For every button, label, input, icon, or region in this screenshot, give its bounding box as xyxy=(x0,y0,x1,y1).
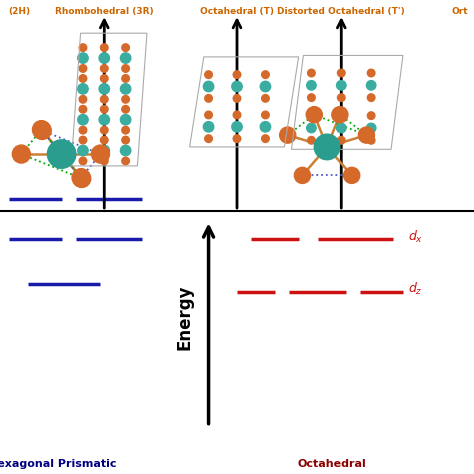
Circle shape xyxy=(314,134,340,160)
Circle shape xyxy=(12,145,30,163)
Circle shape xyxy=(367,137,375,144)
Circle shape xyxy=(122,65,129,72)
Text: $d_{z}$: $d_{z}$ xyxy=(408,281,422,297)
Circle shape xyxy=(47,140,76,168)
Circle shape xyxy=(120,53,131,64)
Text: Octahedral (T): Octahedral (T) xyxy=(200,7,274,16)
Circle shape xyxy=(99,146,109,155)
Circle shape xyxy=(337,123,346,133)
Circle shape xyxy=(260,121,271,132)
Circle shape xyxy=(366,81,376,90)
Circle shape xyxy=(99,115,109,125)
Text: Distorted Octahedral (T'): Distorted Octahedral (T') xyxy=(277,7,405,16)
Circle shape xyxy=(233,135,241,142)
Text: $d_{x}$: $d_{x}$ xyxy=(408,229,423,245)
Circle shape xyxy=(308,112,315,119)
Circle shape xyxy=(100,75,108,82)
Circle shape xyxy=(308,137,315,144)
Circle shape xyxy=(332,107,348,123)
Circle shape xyxy=(122,75,129,82)
Circle shape xyxy=(205,95,212,102)
Circle shape xyxy=(337,137,345,144)
Circle shape xyxy=(233,95,241,102)
Circle shape xyxy=(262,95,269,102)
Circle shape xyxy=(122,127,129,134)
Circle shape xyxy=(79,106,87,113)
Circle shape xyxy=(100,44,108,51)
Circle shape xyxy=(122,106,129,113)
Text: Energy: Energy xyxy=(176,285,194,350)
Circle shape xyxy=(78,53,88,64)
Circle shape xyxy=(337,94,345,101)
Circle shape xyxy=(262,111,269,118)
Circle shape xyxy=(73,170,91,188)
Circle shape xyxy=(203,82,214,92)
Circle shape xyxy=(100,96,108,103)
Circle shape xyxy=(280,127,296,143)
Circle shape xyxy=(122,44,129,51)
Circle shape xyxy=(79,127,87,134)
Circle shape xyxy=(344,167,360,183)
Circle shape xyxy=(122,137,129,144)
Circle shape xyxy=(122,96,129,103)
Circle shape xyxy=(79,75,87,82)
Circle shape xyxy=(32,120,51,138)
Text: Hexagonal Prismatic: Hexagonal Prismatic xyxy=(0,459,117,469)
Circle shape xyxy=(122,157,129,165)
Circle shape xyxy=(358,127,374,143)
Circle shape xyxy=(262,135,269,142)
Circle shape xyxy=(294,167,310,183)
Circle shape xyxy=(100,157,108,165)
Circle shape xyxy=(100,137,108,144)
Circle shape xyxy=(120,146,131,155)
Circle shape xyxy=(78,84,88,94)
Circle shape xyxy=(367,94,375,101)
Circle shape xyxy=(308,69,315,77)
Circle shape xyxy=(337,112,345,119)
Circle shape xyxy=(99,84,109,94)
Circle shape xyxy=(233,71,241,78)
Circle shape xyxy=(233,111,241,118)
Circle shape xyxy=(205,71,212,78)
Circle shape xyxy=(367,112,375,119)
Circle shape xyxy=(79,65,87,72)
Circle shape xyxy=(306,107,322,123)
Circle shape xyxy=(72,169,90,187)
Circle shape xyxy=(79,157,87,165)
Circle shape xyxy=(260,82,271,92)
Circle shape xyxy=(100,127,108,134)
Circle shape xyxy=(205,111,212,118)
Text: Rhombohedral (3R): Rhombohedral (3R) xyxy=(55,7,154,16)
Circle shape xyxy=(366,123,376,133)
Circle shape xyxy=(307,81,316,90)
Circle shape xyxy=(100,65,108,72)
Circle shape xyxy=(337,81,346,90)
Circle shape xyxy=(100,106,108,113)
Circle shape xyxy=(78,115,88,125)
Circle shape xyxy=(307,123,316,133)
Circle shape xyxy=(79,137,87,144)
Text: Octahedral: Octahedral xyxy=(297,459,366,469)
Circle shape xyxy=(232,82,242,92)
Circle shape xyxy=(120,115,131,125)
Circle shape xyxy=(262,71,269,78)
Circle shape xyxy=(33,121,51,139)
Circle shape xyxy=(337,69,345,77)
Circle shape xyxy=(203,121,214,132)
Circle shape xyxy=(367,69,375,77)
Circle shape xyxy=(205,135,212,142)
Circle shape xyxy=(99,53,109,64)
Circle shape xyxy=(308,94,315,101)
Text: Ort: Ort xyxy=(451,7,468,16)
Text: (2H): (2H) xyxy=(8,7,30,16)
Circle shape xyxy=(232,121,242,132)
Circle shape xyxy=(79,96,87,103)
Circle shape xyxy=(78,146,88,155)
Circle shape xyxy=(120,84,131,94)
Circle shape xyxy=(79,44,87,51)
Circle shape xyxy=(91,145,109,163)
